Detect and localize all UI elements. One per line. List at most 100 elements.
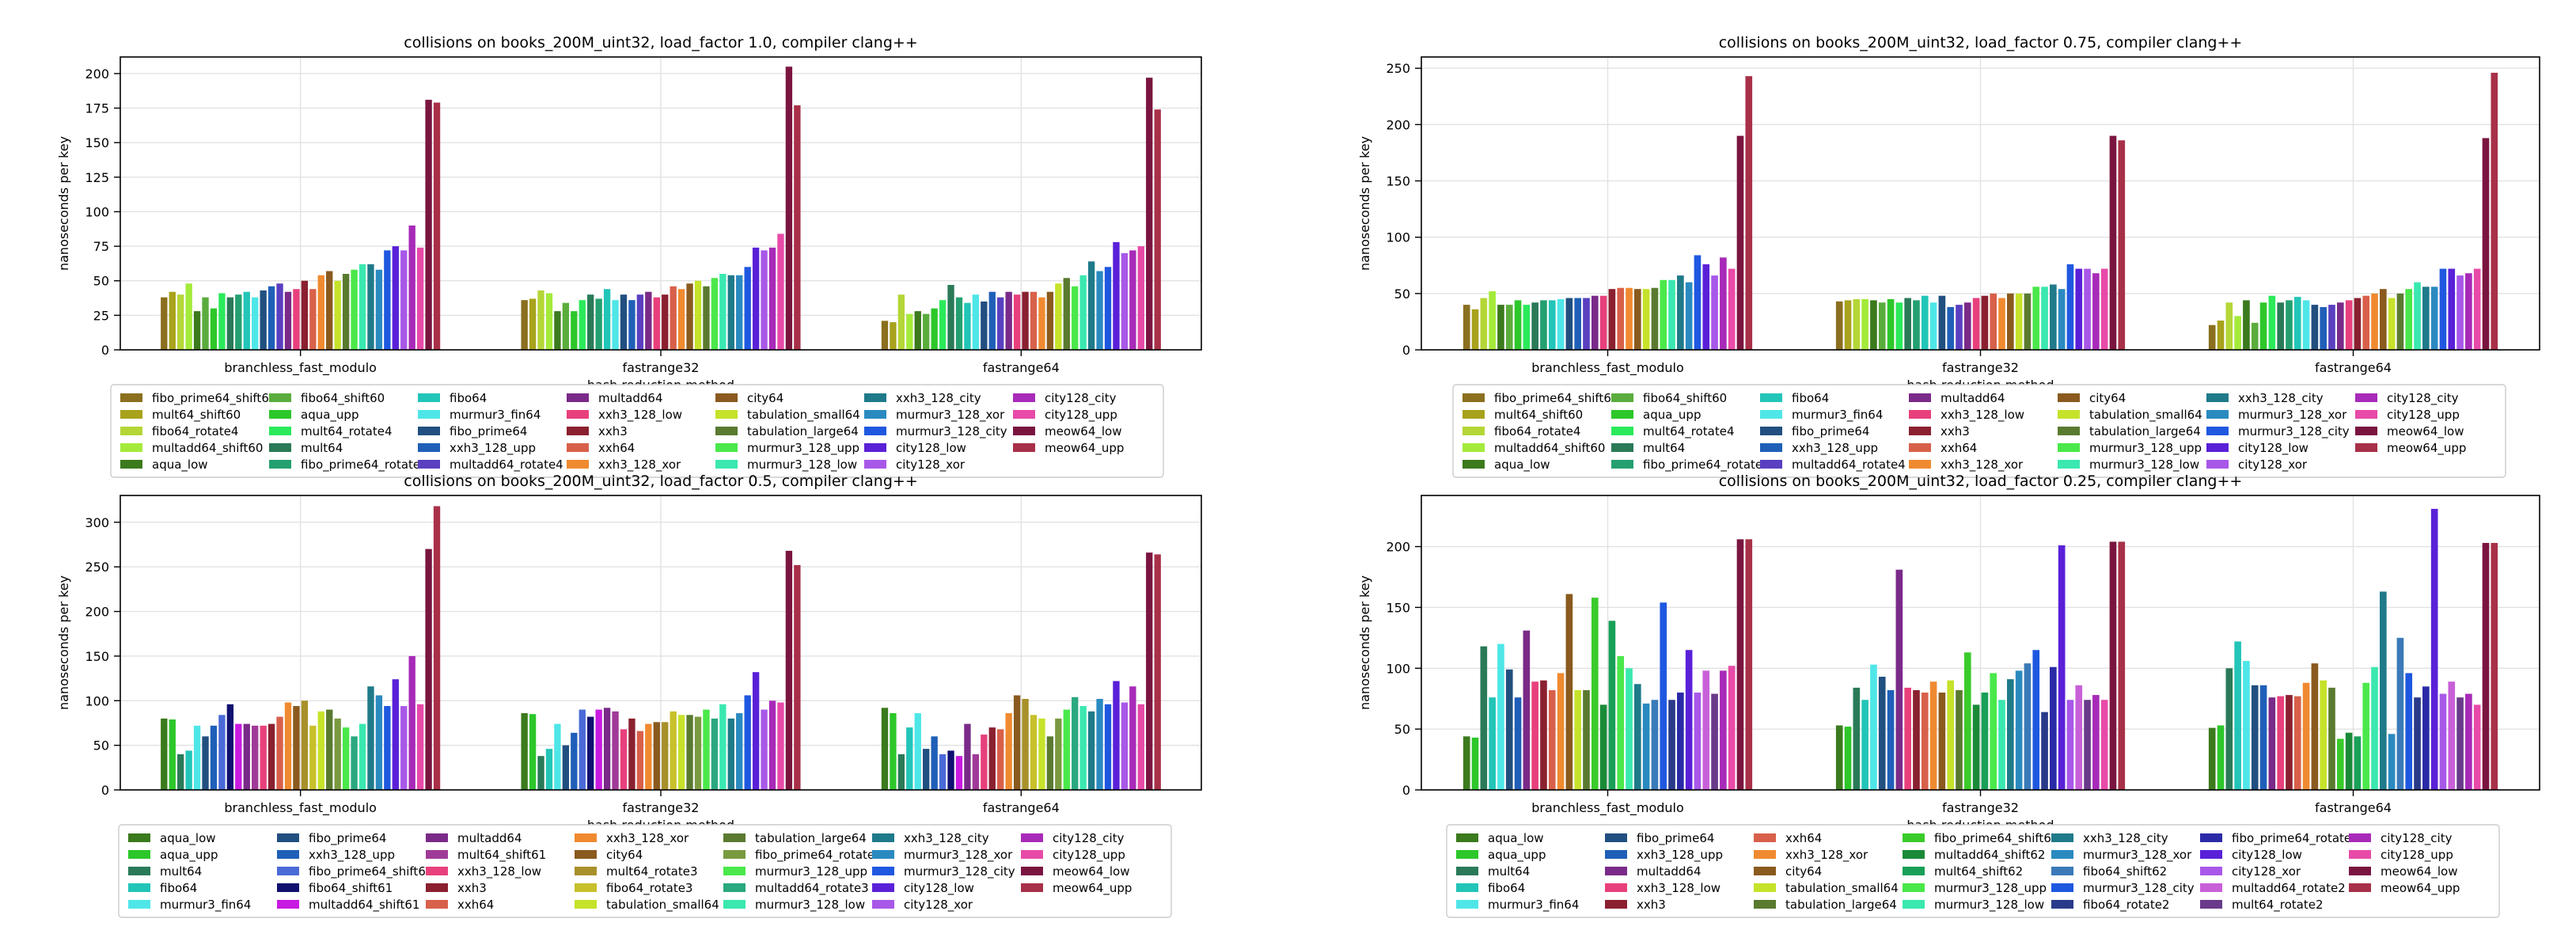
bar-tabulation_large64-fastrange64 bbox=[2328, 687, 2335, 790]
legend-label: xxh64 bbox=[1785, 831, 1822, 845]
legend-swatch bbox=[2349, 833, 2371, 842]
legend-item: mult64_shift60 bbox=[1463, 408, 1583, 423]
bar-mult64_rotate4-branchless_fast_modulo bbox=[218, 293, 226, 350]
bar-fibo_prime64_shift60-branchless_fast_modulo bbox=[161, 297, 168, 350]
bar-city128_city-fastrange64 bbox=[1129, 686, 1136, 790]
legend-label: city128_upp bbox=[2381, 848, 2453, 863]
legend-swatch bbox=[1013, 410, 1035, 419]
bar-fibo64-branchless_fast_modulo bbox=[1489, 697, 1496, 790]
legend-swatch bbox=[1013, 393, 1035, 402]
bar-murmur3_128_low-branchless_fast_modulo bbox=[1668, 279, 1675, 350]
bar-mult64_shift60-branchless_fast_modulo bbox=[1471, 309, 1479, 350]
bar-multadd64_shift60-fastrange32 bbox=[1861, 298, 1868, 350]
bar-fibo64_shift60-fastrange64 bbox=[2251, 322, 2259, 350]
bar-murmur3_128_low-fastrange32 bbox=[1998, 700, 2005, 790]
legend-item: xxh3_128_city bbox=[2051, 831, 2168, 846]
legend-swatch bbox=[277, 833, 299, 842]
legend-item: mult64_shift61 bbox=[426, 848, 546, 863]
bar-city128_city-branchless_fast_modulo bbox=[408, 655, 415, 790]
y-axis-label: nanoseconds per key bbox=[1357, 136, 1372, 271]
legend-item: fibo64_rotate3 bbox=[575, 881, 692, 896]
bar-fibo64-fastrange64 bbox=[2234, 641, 2241, 790]
legend-label: mult64_shift60 bbox=[152, 408, 241, 423]
legend-label: murmur3_128_xor bbox=[2238, 408, 2347, 423]
bar-murmur3_128_city-fastrange32 bbox=[2032, 650, 2040, 790]
bar-xxh3_128_upp-fastrange32 bbox=[571, 732, 578, 790]
legend-swatch bbox=[269, 410, 291, 419]
bar-fibo64_rotate4-fastrange32 bbox=[1853, 298, 1861, 350]
bar-fibo64_rotate4-fastrange64 bbox=[2225, 302, 2233, 350]
bar-xxh3_128_low-fastrange64 bbox=[1013, 294, 1021, 350]
legend-label: mult64_shift62 bbox=[1934, 864, 2023, 879]
legend-item: xxh3_128_xor bbox=[575, 831, 689, 846]
bar-aqua_upp-fastrange32 bbox=[571, 311, 578, 350]
legend-item: city64 bbox=[1754, 864, 1822, 879]
bar-tabulation_small64-fastrange32 bbox=[1947, 680, 1955, 790]
legend-item: murmur3_128_xor bbox=[872, 848, 1013, 863]
legend-item: xxh3_128_city bbox=[2206, 391, 2324, 406]
bar-aqua_upp-branchless_fast_modulo bbox=[1471, 737, 1479, 790]
legend-swatch bbox=[1463, 427, 1485, 435]
legend-label: fibo64_shift61 bbox=[309, 881, 393, 896]
bar-fibo_prime64_rotate3-fastrange64 bbox=[1055, 718, 1062, 790]
bar-xxh64-fastrange64 bbox=[997, 729, 1004, 790]
legend-label: meow64_upp bbox=[2381, 881, 2460, 896]
legend-label: xxh3_128_low bbox=[1941, 408, 2024, 423]
legend-item: aqua_upp bbox=[1611, 408, 1701, 423]
legend-swatch bbox=[567, 393, 589, 402]
bar-murmur3_fin64-branchless_fast_modulo bbox=[252, 297, 259, 350]
legend-label: tabulation_large64 bbox=[747, 424, 859, 439]
legend-swatch bbox=[1760, 460, 1782, 469]
bar-fibo_prime64_rotate2-fastrange32 bbox=[2050, 666, 2057, 790]
legend-label: city128_xor bbox=[2238, 457, 2308, 473]
legend-swatch bbox=[1903, 883, 1925, 892]
legend-swatch bbox=[2355, 393, 2377, 402]
bar-city128_city-fastrange64 bbox=[2465, 273, 2472, 350]
legend-item: city128_upp bbox=[2349, 848, 2453, 863]
legend-item: city128_xor bbox=[2200, 864, 2301, 879]
bar-aqua_low-branchless_fast_modulo bbox=[193, 311, 201, 350]
legend-swatch bbox=[872, 900, 894, 909]
bar-mult64_shift60-branchless_fast_modulo bbox=[169, 291, 176, 350]
bar-murmur3_128_xor-fastrange32 bbox=[2015, 670, 2023, 790]
legend-swatch bbox=[872, 850, 894, 859]
y-tick-label: 0 bbox=[101, 783, 109, 798]
legend-swatch bbox=[872, 867, 894, 875]
legend-swatch bbox=[1611, 393, 1633, 402]
bar-meow64_upp-branchless_fast_modulo bbox=[433, 506, 441, 790]
bar-fibo_prime64_rotate4-fastrange32 bbox=[595, 298, 602, 350]
legend-swatch bbox=[1903, 833, 1925, 842]
bar-murmur3_128_low-fastrange64 bbox=[2414, 282, 2421, 350]
x-tick-label: fastrange64 bbox=[2315, 360, 2392, 375]
bar-multadd64_rotate4-fastrange64 bbox=[2328, 305, 2335, 350]
y-tick-label: 150 bbox=[85, 649, 109, 664]
bar-fibo_prime64-branchless_fast_modulo bbox=[1505, 669, 1513, 790]
bar-multadd64_rotate4-fastrange64 bbox=[997, 297, 1004, 350]
bar-fibo_prime64_rotate2-branchless_fast_modulo bbox=[1677, 693, 1684, 790]
legend-item: fibo64 bbox=[128, 881, 197, 895]
legend-item: city128_city bbox=[2355, 391, 2459, 406]
legend-swatch bbox=[418, 460, 440, 469]
legend-swatch bbox=[2200, 867, 2222, 875]
legend-label: murmur3_128_upp bbox=[1934, 881, 2047, 896]
legend-label: multadd64_rotate4 bbox=[450, 457, 563, 473]
bar-xxh3-fastrange32 bbox=[1981, 295, 1989, 350]
legend-label: xxh3 bbox=[457, 881, 487, 895]
bar-xxh3_128_city-fastrange32 bbox=[727, 718, 734, 790]
bar-meow64_upp-fastrange64 bbox=[2491, 72, 2498, 350]
bar-xxh3_128_xor-fastrange64 bbox=[1005, 713, 1012, 790]
bar-mult64_rotate4-branchless_fast_modulo bbox=[1523, 305, 1531, 350]
legend: fibo_prime64_shift60mult64_shift60fibo64… bbox=[110, 384, 1164, 478]
y-tick-label: 0 bbox=[1402, 343, 1410, 358]
legend-label: fibo_prime64_shift61 bbox=[309, 864, 433, 879]
legend-item: tabulation_small64 bbox=[715, 408, 860, 423]
legend-swatch bbox=[2349, 850, 2371, 859]
bar-city128_xor-fastrange64 bbox=[1121, 252, 1129, 350]
bar-mult64_shift60-fastrange64 bbox=[890, 322, 897, 350]
y-tick-label: 150 bbox=[85, 135, 109, 150]
legend-swatch bbox=[575, 867, 597, 875]
legend-swatch bbox=[715, 427, 738, 435]
bar-fibo_prime64-fastrange64 bbox=[923, 749, 930, 790]
bar-xxh3-fastrange64 bbox=[988, 727, 996, 790]
bar-murmur3_128_low-fastrange32 bbox=[719, 704, 727, 790]
